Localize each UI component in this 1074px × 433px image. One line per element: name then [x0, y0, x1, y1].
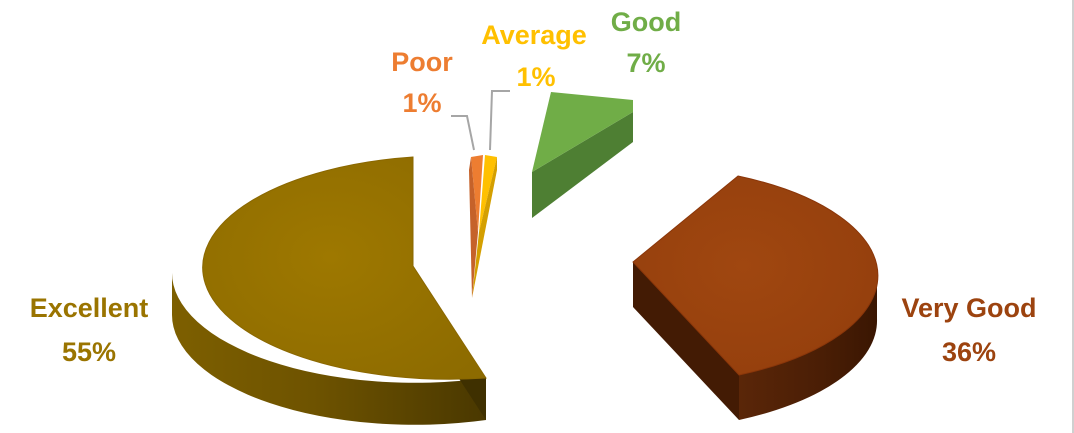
slice-label-poor: Poor	[391, 47, 453, 77]
slice-poor[interactable]	[469, 155, 483, 298]
slice-value-good: 7%	[626, 48, 665, 78]
slice-value-excellent: 55%	[62, 337, 116, 367]
slice-value-very-good: 36%	[942, 337, 996, 367]
leader-line-poor	[451, 115, 475, 151]
slice-excellent[interactable]	[171, 156, 487, 425]
slice-poor-side	[469, 157, 478, 298]
slice-good-side	[532, 112, 633, 218]
leader-line-average	[489, 90, 510, 151]
slice-label-excellent: Excellent	[30, 293, 149, 323]
slice-value-poor: 1%	[402, 88, 441, 118]
slice-very-good-top	[632, 175, 879, 376]
slice-average-top	[479, 155, 497, 232]
slice-value-average: 1%	[516, 62, 555, 92]
slice-average[interactable]	[472, 155, 497, 298]
slice-excellent-top	[202, 156, 487, 380]
data-label-poor: Poor 1%	[391, 47, 453, 118]
slice-label-very-good: Very Good	[901, 293, 1036, 323]
data-label-average: Average 1%	[481, 20, 587, 92]
slice-average-side	[472, 157, 497, 298]
slice-label-average: Average	[481, 20, 587, 50]
slice-very-good[interactable]	[632, 175, 879, 420]
data-label-excellent: Excellent 55%	[30, 293, 149, 367]
slice-label-good: Good	[611, 7, 681, 37]
data-label-good: Good 7%	[611, 7, 681, 78]
slice-good[interactable]	[532, 92, 633, 218]
slice-very-good-inner	[633, 262, 739, 420]
slice-excellent-side	[171, 272, 486, 425]
slice-good-top	[532, 92, 633, 172]
data-label-very-good: Very Good 36%	[901, 293, 1036, 367]
slice-very-good-side	[739, 274, 878, 420]
slice-poor-top	[471, 155, 483, 232]
